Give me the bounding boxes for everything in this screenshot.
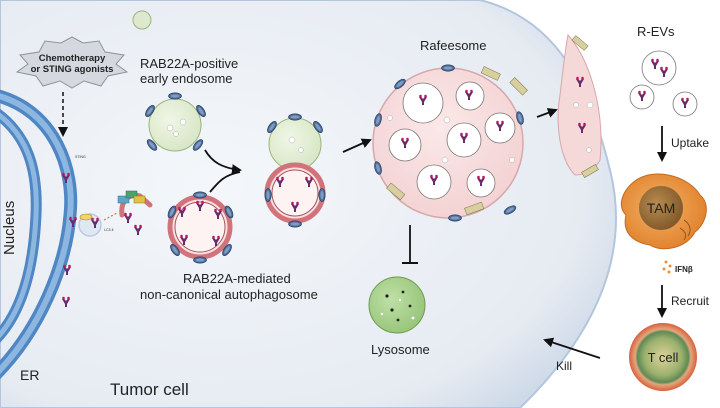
autophagosome-label-line1: RAB22A-mediated	[183, 271, 291, 286]
er-membrane	[0, 89, 78, 380]
tam-macrophage	[620, 173, 707, 250]
fusion-arrow-top	[204, 149, 242, 175]
small-vesicle	[132, 10, 152, 30]
early-endosome	[143, 92, 208, 153]
rafeesome	[372, 64, 528, 222]
ifnb-label: IFNβ	[675, 265, 693, 274]
tcell-label: T cell	[648, 350, 679, 365]
early-endosome-label-line1: RAB22A-positive	[140, 56, 238, 71]
er-label: ER	[20, 367, 39, 383]
t-cell	[629, 323, 697, 391]
r-evs	[629, 50, 698, 117]
chemo-label-line1: Chemotherapy	[39, 53, 106, 64]
fusion-arrow-bottom	[209, 171, 241, 193]
kill-arrow	[543, 337, 601, 359]
nucleus-label: Nucleus	[1, 201, 18, 255]
lysosome-label: Lysosome	[371, 342, 430, 357]
rafeesome-label: Rafeesome	[420, 38, 486, 53]
tumor-cell-label: Tumor cell	[110, 380, 189, 399]
membrane-fusion-vesicle	[557, 33, 602, 178]
amphisome	[264, 113, 326, 228]
lysosome	[368, 276, 426, 334]
kill-label: Kill	[556, 359, 572, 373]
lc3-label: LC3-II	[104, 228, 114, 232]
sting-label: STING	[75, 155, 86, 159]
recruit-label: Recruit	[671, 294, 710, 308]
early-endosome-label-line2: early endosome	[140, 71, 233, 86]
autophagosome-label-line2: non-canonical autophagosome	[140, 287, 318, 302]
arrow-to-membrane	[536, 108, 558, 118]
chemo-label-line2: or STING agonists	[31, 64, 114, 75]
autophagosome	[165, 191, 236, 264]
chemotherapy-starburst	[15, 36, 129, 89]
revs-label: R-EVs	[637, 24, 675, 39]
tam-label: TAM	[647, 200, 676, 216]
uptake-label: Uptake	[671, 136, 709, 150]
arrow-to-rafeesome	[342, 138, 372, 153]
